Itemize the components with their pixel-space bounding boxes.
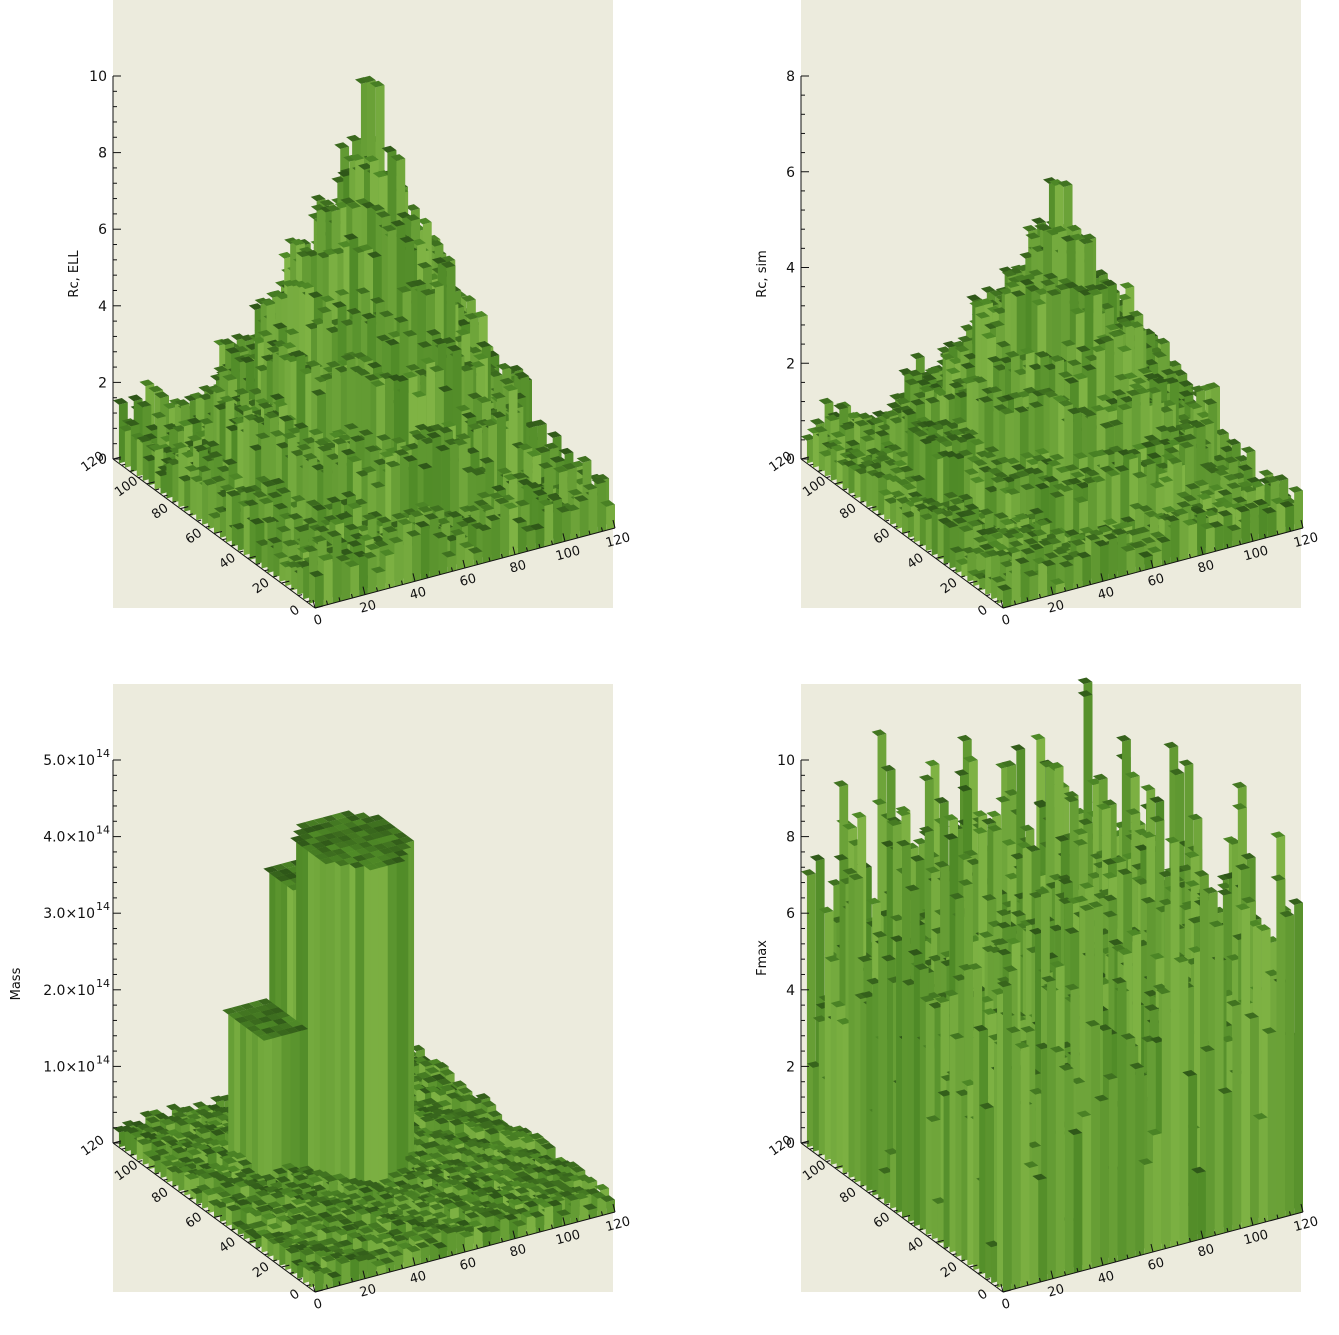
surface-wall [571,509,580,540]
surface-wall [350,565,359,599]
surface-wall [333,535,342,604]
z-tick-label: 4 [98,299,107,315]
surface-wall [553,499,562,545]
surface-wall [483,529,492,564]
surface-wall [1021,562,1030,604]
surface-wall [1277,502,1286,535]
surface-wall [1029,574,1038,601]
surface-wall [1153,551,1162,568]
surface-wall [315,575,324,608]
surface-wall [1109,538,1118,580]
surface-wall [368,556,377,594]
surface-wall [1224,514,1233,549]
surface-wall [500,502,509,559]
z-axis-label: Rc, sim [755,250,770,298]
surface-wall [1074,555,1083,589]
surface-wall [394,541,403,587]
z-tick-label: 2 [98,375,107,391]
surface-wall [1268,511,1277,537]
surface-wall [527,529,536,551]
surface-wall [1038,562,1047,599]
z-axis-label: Rc, ELL [67,250,82,298]
surface-wall [1162,541,1171,566]
surface-wall [377,571,386,592]
surface-wall [491,519,500,561]
x-tick-label: 0 [1000,612,1012,629]
z-tick-label: 8 [786,69,795,85]
surface-wall [518,521,527,554]
surface-wall [1188,523,1197,558]
surface-wall [606,504,615,530]
surface-wall [597,482,606,533]
surface-wall [1118,533,1127,578]
z-tick-label: 8 [98,146,107,162]
surface-wall [1215,526,1224,552]
z-tick-label: 2 [786,356,795,372]
surface-wall [580,499,589,537]
surface-wall [589,488,598,535]
surface-wall [1179,513,1188,561]
surface-wall [544,504,553,547]
surface-wall [456,533,465,570]
surface-wall [421,525,430,579]
z-tick-label: 10 [89,69,107,85]
z-tick-label: 6 [98,222,107,238]
z-tick-label: 6 [786,165,795,181]
surface-wall [324,559,333,606]
surface-wall [430,517,439,577]
x-tick-label: 0 [312,612,324,629]
surface-wall [562,510,571,542]
surface-wall [1206,527,1215,554]
surface-wall [1065,565,1074,591]
surface-wall [1127,549,1136,575]
surface-wall [1171,520,1180,564]
surface-wall [1003,589,1012,608]
surface-wall [1241,510,1250,544]
surface-wall [386,554,395,589]
z-tick-label: 4 [786,261,795,277]
